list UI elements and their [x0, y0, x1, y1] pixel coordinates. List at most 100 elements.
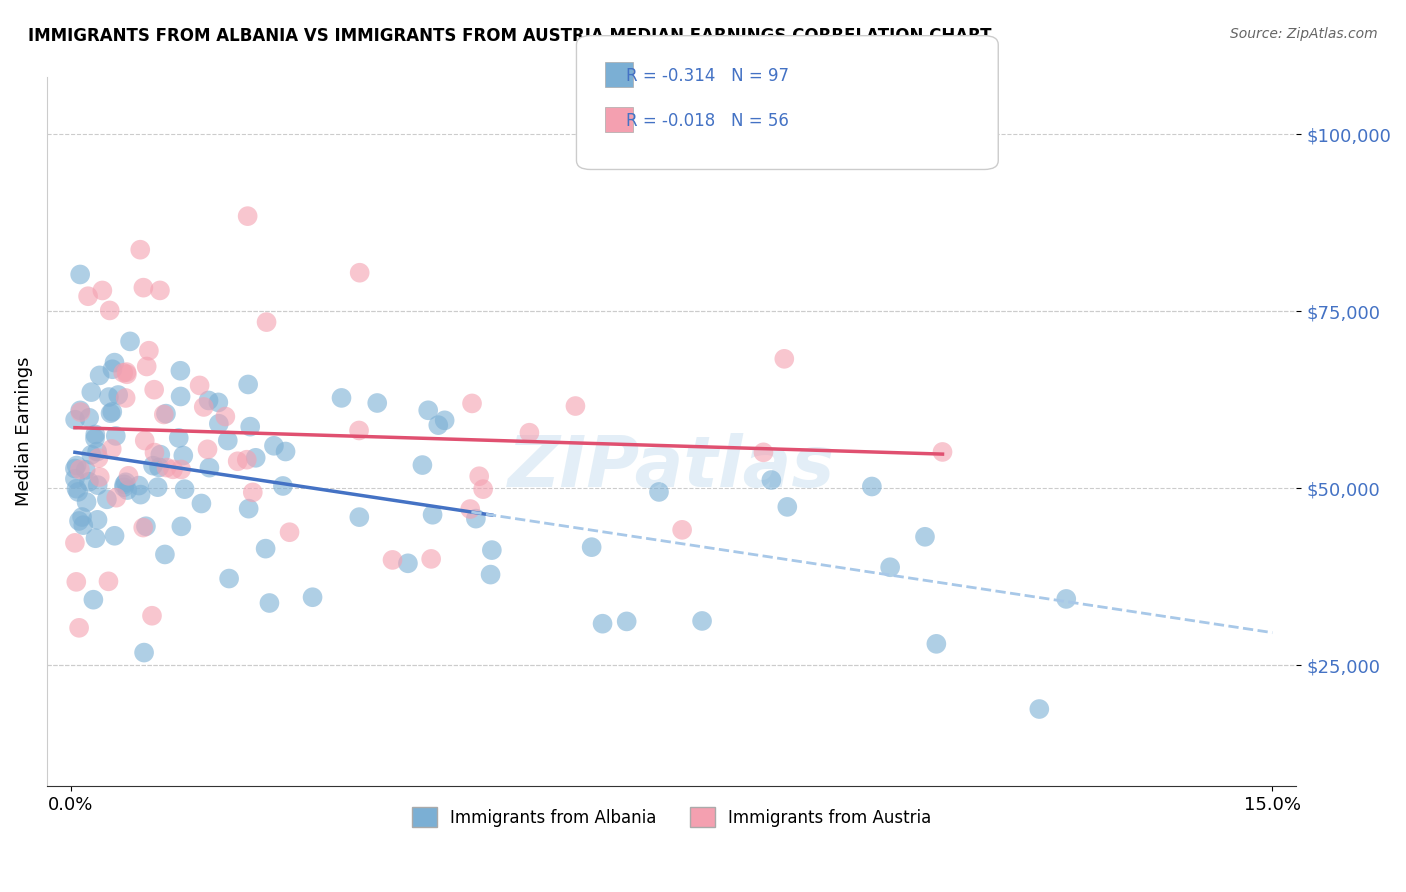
Immigrants from Albania: [418, 403, 440, 417]
Immigrants from Austria: [91, 284, 114, 298]
Immigrants from Albania: [239, 419, 262, 434]
Immigrants from Austria: [236, 452, 259, 467]
Immigrants from Albania: [271, 479, 294, 493]
Immigrants from Austria: [564, 399, 586, 413]
Immigrants from Austria: [97, 574, 120, 589]
Immigrants from Albania: [349, 510, 371, 524]
Text: Source: ZipAtlas.com: Source: ZipAtlas.com: [1230, 27, 1378, 41]
Immigrants from Albania: [301, 591, 323, 605]
Immigrants from Austria: [143, 383, 166, 397]
Immigrants from Austria: [242, 485, 264, 500]
Immigrants from Austria: [132, 520, 155, 534]
Immigrants from Albania: [879, 560, 901, 574]
Immigrants from Albania: [82, 592, 104, 607]
Immigrants from Albania: [198, 460, 221, 475]
Immigrants from Albania: [481, 543, 503, 558]
Immigrants from Albania: [101, 362, 124, 376]
Immigrants from Albania: [167, 431, 190, 445]
Immigrants from Austria: [188, 378, 211, 392]
Immigrants from Austria: [63, 536, 86, 550]
Immigrants from Albania: [776, 500, 799, 514]
Text: R = -0.018   N = 56: R = -0.018 N = 56: [626, 112, 789, 129]
Y-axis label: Median Earnings: Median Earnings: [15, 357, 32, 507]
Immigrants from Austria: [347, 424, 370, 438]
Text: ZIPatlas: ZIPatlas: [508, 433, 835, 501]
Immigrants from Albania: [616, 615, 638, 629]
Immigrants from Albania: [254, 541, 277, 556]
Immigrants from Albania: [366, 396, 388, 410]
Immigrants from Albania: [146, 480, 169, 494]
Immigrants from Albania: [761, 473, 783, 487]
Immigrants from Albania: [422, 508, 444, 522]
Immigrants from Albania: [648, 484, 671, 499]
Immigrants from Albania: [86, 444, 108, 458]
Immigrants from Austria: [236, 209, 259, 223]
Immigrants from Austria: [153, 408, 176, 422]
Immigrants from Albania: [129, 487, 152, 501]
Immigrants from Austria: [170, 462, 193, 476]
Immigrants from Albania: [153, 548, 176, 562]
Immigrants from Albania: [218, 572, 240, 586]
Immigrants from Austria: [112, 366, 135, 380]
Immigrants from Austria: [89, 470, 111, 484]
Immigrants from Austria: [468, 469, 491, 483]
Immigrants from Albania: [173, 482, 195, 496]
Immigrants from Albania: [63, 413, 86, 427]
Immigrants from Austria: [69, 462, 91, 476]
Immigrants from Albania: [114, 475, 136, 490]
Immigrants from Albania: [75, 463, 97, 477]
Immigrants from Austria: [129, 243, 152, 257]
Immigrants from Albania: [169, 389, 191, 403]
Immigrants from Austria: [461, 396, 484, 410]
Immigrants from Albania: [69, 403, 91, 417]
Immigrants from Albania: [433, 413, 456, 427]
Immigrants from Austria: [162, 462, 184, 476]
Immigrants from Austria: [349, 266, 371, 280]
Immigrants from Albania: [172, 449, 194, 463]
Immigrants from Albania: [97, 390, 120, 404]
Immigrants from Albania: [65, 482, 87, 496]
Immigrants from Austria: [141, 608, 163, 623]
Immigrants from Austria: [420, 552, 443, 566]
Immigrants from Austria: [226, 454, 249, 468]
Immigrants from Albania: [148, 460, 170, 475]
Immigrants from Albania: [63, 472, 86, 486]
Immigrants from Austria: [671, 523, 693, 537]
Immigrants from Albania: [135, 519, 157, 533]
Immigrants from Albania: [581, 540, 603, 554]
Immigrants from Albania: [464, 511, 486, 525]
Immigrants from Austria: [256, 315, 278, 329]
Immigrants from Albania: [690, 614, 713, 628]
Immigrants from Albania: [860, 479, 883, 493]
Immigrants from Austria: [458, 502, 481, 516]
Immigrants from Albania: [197, 393, 219, 408]
Immigrants from Albania: [118, 334, 141, 349]
Immigrants from Albania: [128, 478, 150, 492]
Immigrants from Austria: [752, 445, 775, 459]
Immigrants from Austria: [519, 425, 541, 440]
Immigrants from Albania: [914, 530, 936, 544]
Immigrants from Albania: [411, 458, 433, 472]
Immigrants from Albania: [100, 406, 122, 420]
Immigrants from Austria: [149, 284, 172, 298]
Immigrants from Albania: [67, 484, 90, 499]
Text: R = -0.314   N = 97: R = -0.314 N = 97: [626, 67, 789, 85]
Immigrants from Austria: [77, 289, 100, 303]
Immigrants from Albania: [103, 356, 125, 370]
Immigrants from Austria: [115, 368, 138, 382]
Immigrants from Albania: [69, 268, 91, 282]
Immigrants from Austria: [143, 445, 166, 459]
Immigrants from Albania: [89, 368, 111, 383]
Immigrants from Albania: [80, 448, 103, 462]
Immigrants from Albania: [274, 444, 297, 458]
Immigrants from Austria: [931, 445, 953, 459]
Immigrants from Austria: [100, 442, 122, 456]
Immigrants from Albania: [66, 458, 89, 473]
Immigrants from Albania: [427, 418, 450, 433]
Immigrants from Albania: [169, 364, 191, 378]
Immigrants from Albania: [107, 388, 129, 402]
Immigrants from Albania: [86, 513, 108, 527]
Immigrants from Austria: [117, 468, 139, 483]
Immigrants from Austria: [193, 400, 215, 414]
Immigrants from Albania: [259, 596, 281, 610]
